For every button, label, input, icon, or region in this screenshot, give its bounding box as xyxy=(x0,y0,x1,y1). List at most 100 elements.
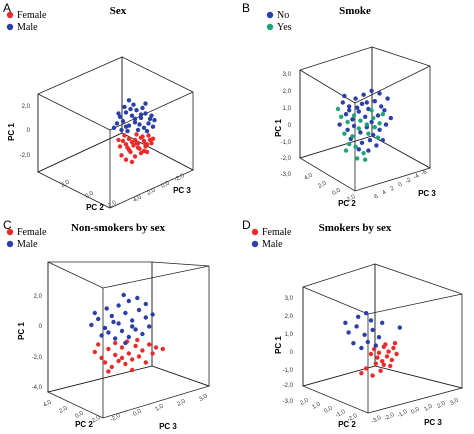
data-point-no xyxy=(359,140,365,145)
data-point-no xyxy=(366,148,371,153)
data-point-male xyxy=(116,111,121,116)
data-point-female xyxy=(389,357,394,363)
chart-d-svg: D Smokers by sexFemaleMale3,02,01,00-1,0-… xyxy=(242,218,464,429)
x-tick-label: 4,0 xyxy=(42,399,53,409)
chart-title: Sex xyxy=(110,5,127,17)
z-axis-title: PC 3 xyxy=(159,422,177,431)
data-point-male xyxy=(143,315,148,320)
x-axis-title: PC 2 xyxy=(338,420,356,429)
data-point-yes xyxy=(355,156,360,161)
y-tick-label: -2,0 xyxy=(32,355,43,361)
data-point-yes xyxy=(339,114,344,120)
data-point-male xyxy=(373,343,378,348)
data-point-female xyxy=(140,348,145,353)
data-point-female xyxy=(122,133,127,138)
data-point-no xyxy=(356,147,361,152)
data-point-male xyxy=(122,104,127,110)
legend-marker xyxy=(251,240,259,248)
data-point-female xyxy=(384,354,390,359)
data-point-no xyxy=(342,93,347,99)
back-wall xyxy=(37,56,123,173)
data-point-no xyxy=(347,108,352,113)
data-point-female xyxy=(368,351,374,357)
data-point-yes xyxy=(350,134,355,139)
data-point-female xyxy=(376,350,382,355)
data-point-yes xyxy=(356,126,361,131)
legend-marker xyxy=(266,23,274,31)
data-point-yes xyxy=(335,106,341,112)
y-tick-label: 1,0 xyxy=(285,332,294,338)
data-point-female xyxy=(149,141,154,146)
data-point-no xyxy=(355,105,360,110)
data-point-yes xyxy=(358,118,363,123)
x-tick-label: 1,0 xyxy=(311,401,322,411)
legend-label: Female xyxy=(17,227,47,238)
z-tick-label: -4 xyxy=(413,173,421,181)
z-tick-label: 3,0 xyxy=(449,397,460,407)
data-point-female xyxy=(383,342,388,347)
data-point-female xyxy=(130,357,135,362)
data-point-female xyxy=(143,360,148,365)
legend-label: Yes xyxy=(277,22,292,33)
data-point-male xyxy=(143,101,148,106)
data-point-female xyxy=(394,351,399,357)
y-tick-label: 1,0 xyxy=(283,106,292,112)
side-wall xyxy=(121,56,194,171)
z-tick-label: -1,0 xyxy=(397,409,410,420)
data-point-male xyxy=(138,112,144,117)
data-point-no xyxy=(372,99,377,104)
data-point-male xyxy=(123,310,128,316)
data-point-female xyxy=(133,343,138,349)
y-tick-label: -1,0 xyxy=(281,140,292,146)
data-point-female xyxy=(140,134,145,139)
data-point-male xyxy=(135,295,140,301)
data-point-female xyxy=(116,358,121,364)
data-point-male xyxy=(119,328,125,334)
z-tick-label: -2,0 xyxy=(384,412,397,423)
data-point-female xyxy=(135,337,140,343)
x-tick-label: -1,0 xyxy=(335,409,348,420)
data-point-male xyxy=(109,313,115,319)
data-point-no xyxy=(364,100,369,105)
data-point-male xyxy=(141,125,147,130)
z-tick-label: 6 xyxy=(374,193,380,200)
data-point-female xyxy=(373,361,378,366)
data-point-yes xyxy=(372,125,377,130)
data-point-male xyxy=(130,318,135,323)
data-point-female xyxy=(113,352,118,358)
data-point-yes xyxy=(371,115,376,121)
data-point-no xyxy=(351,123,357,129)
data-point-female xyxy=(134,141,139,146)
top-edge xyxy=(299,65,431,104)
data-point-male xyxy=(111,319,116,325)
data-point-female xyxy=(119,345,125,350)
legend-marker xyxy=(6,228,14,236)
data-point-male xyxy=(126,298,131,304)
data-point-male xyxy=(138,115,144,121)
data-point-male xyxy=(130,324,135,329)
data-point-no xyxy=(359,101,365,107)
y-tick-label: 2,0 xyxy=(283,89,292,95)
data-point-yes xyxy=(377,121,382,126)
top-edge xyxy=(302,286,463,315)
data-point-male xyxy=(131,102,136,107)
data-point-female xyxy=(380,359,385,364)
data-point-female xyxy=(106,346,111,352)
z-tick-label: -2,0 xyxy=(174,173,187,184)
data-point-male xyxy=(119,127,124,133)
x-tick-label: -2,0 xyxy=(347,413,360,424)
data-point-male xyxy=(143,301,148,307)
data-point-no xyxy=(350,117,355,122)
data-point-male xyxy=(136,307,142,313)
data-point-female xyxy=(134,132,139,137)
z-tick-label: 2 xyxy=(390,185,396,192)
data-point-female xyxy=(126,351,131,356)
legend-label: Female xyxy=(17,10,47,21)
data-point-male xyxy=(102,325,108,331)
data-point-male xyxy=(111,125,117,130)
data-point-yes xyxy=(366,131,371,136)
data-point-male xyxy=(364,311,369,316)
z-tick-label: 4,0 xyxy=(132,194,143,204)
data-point-female xyxy=(143,142,148,147)
data-point-male xyxy=(132,120,138,125)
